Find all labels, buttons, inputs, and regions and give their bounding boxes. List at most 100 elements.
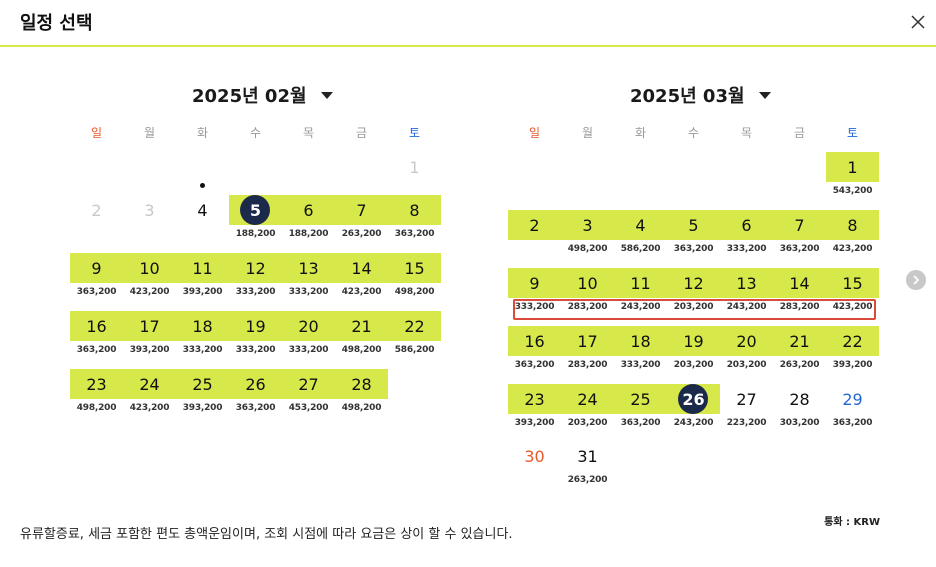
highlight-week-box <box>513 299 876 320</box>
day-number: 12 <box>245 258 266 278</box>
day-number: 28 <box>351 374 372 394</box>
day-fare: 543,200 <box>832 186 873 196</box>
calendar-day[interactable]: 6 <box>720 210 773 240</box>
month-selector-feb[interactable]: 2025년 02월 <box>192 82 333 108</box>
available-range-band <box>70 311 441 341</box>
calendar-day[interactable]: 23 <box>508 384 561 414</box>
calendar-day[interactable]: 24 <box>123 369 176 399</box>
calendar-day[interactable]: 23 <box>70 369 123 399</box>
calendar-day[interactable]: 12 <box>667 268 720 298</box>
calendar-day[interactable]: 29 <box>826 384 879 414</box>
calendar-day[interactable]: 13 <box>282 253 335 283</box>
calendar-day[interactable]: 31 <box>561 441 614 471</box>
calendar-day[interactable]: 4 <box>176 183 229 225</box>
calendar-day[interactable]: 21 <box>335 311 388 341</box>
day-fare: 363,200 <box>620 418 661 428</box>
calendar-day[interactable]: 9 <box>70 253 123 283</box>
calendar-day[interactable]: 27 <box>282 369 335 399</box>
calendar-day[interactable]: 22 <box>826 326 879 356</box>
day-fare: 243,200 <box>726 302 767 312</box>
calendar-day[interactable]: 5 <box>667 210 720 240</box>
calendar-day[interactable]: 26 <box>229 369 282 399</box>
calendar-day[interactable]: 2 <box>508 210 561 240</box>
calendar-day[interactable]: 16 <box>70 311 123 341</box>
calendar-day[interactable]: 6 <box>282 195 335 225</box>
calendar-day[interactable]: 15 <box>388 253 441 283</box>
day-number: 23 <box>86 374 107 394</box>
calendar-day[interactable]: 16 <box>508 326 561 356</box>
day-number: 8 <box>847 215 858 235</box>
next-month-button[interactable] <box>906 270 926 290</box>
caret-down-icon <box>758 91 771 99</box>
calendar-day[interactable]: 8 <box>388 195 441 225</box>
calendar-day[interactable]: 25 <box>176 369 229 399</box>
calendar-day[interactable]: 11 <box>614 268 667 298</box>
calendar-day[interactable]: 30 <box>508 441 561 471</box>
available-range-band <box>508 326 879 356</box>
day-number: 21 <box>789 331 810 351</box>
calendar-day[interactable]: 1 <box>826 152 879 182</box>
calendar-day[interactable]: 28 <box>773 384 826 414</box>
day-fare: 363,200 <box>514 360 555 370</box>
calendar-day[interactable]: 10 <box>561 268 614 298</box>
calendar-day[interactable]: 18 <box>176 311 229 341</box>
calendar-day[interactable]: 27 <box>720 384 773 414</box>
calendar-day[interactable]: 19 <box>229 311 282 341</box>
modal-header: 일정 선택 <box>0 0 936 47</box>
weekday-label: 금 <box>355 126 368 140</box>
day-number: 8 <box>409 200 420 220</box>
calendar-day[interactable]: 18 <box>614 326 667 356</box>
weekday-label: 수 <box>687 126 700 140</box>
calendar-day[interactable]: 14 <box>335 253 388 283</box>
day-number: 5 <box>249 200 262 220</box>
calendar-day[interactable]: 7 <box>773 210 826 240</box>
calendar-day[interactable]: 21 <box>773 326 826 356</box>
calendar-day[interactable]: 4 <box>614 210 667 240</box>
calendar-day[interactable]: 24 <box>561 384 614 414</box>
calendar-day[interactable]: 5 <box>229 195 282 225</box>
calendar-day[interactable]: 25 <box>614 384 667 414</box>
day-fare: 393,200 <box>129 345 170 355</box>
calendar-day[interactable]: 17 <box>123 311 176 341</box>
day-number: 6 <box>741 215 752 235</box>
calendar-day[interactable]: 7 <box>335 195 388 225</box>
calendar-day[interactable]: 19 <box>667 326 720 356</box>
weekday-label: 목 <box>740 126 753 140</box>
calendar-day[interactable]: 20 <box>720 326 773 356</box>
calendar-day[interactable]: 10 <box>123 253 176 283</box>
day-fare: 283,200 <box>567 302 608 312</box>
day-number: 3 <box>582 215 593 235</box>
calendar-day[interactable]: 11 <box>176 253 229 283</box>
calendar-day[interactable]: 15 <box>826 268 879 298</box>
calendar-day[interactable]: 13 <box>720 268 773 298</box>
calendar-day[interactable]: 3 <box>561 210 614 240</box>
weekday-label: 토 <box>846 126 859 140</box>
day-number: 17 <box>139 316 160 336</box>
day-number: 21 <box>351 316 372 336</box>
day-fare: 203,200 <box>567 418 608 428</box>
available-range-band <box>70 369 388 399</box>
calendar-day[interactable]: 9 <box>508 268 561 298</box>
calendar-day[interactable]: 17 <box>561 326 614 356</box>
calendar-day[interactable]: 12 <box>229 253 282 283</box>
calendar-day[interactable]: 8 <box>826 210 879 240</box>
calendar-day[interactable]: 22 <box>388 311 441 341</box>
day-number: 18 <box>192 316 213 336</box>
day-number: 4 <box>635 215 646 235</box>
day-fare: 243,200 <box>673 418 714 428</box>
close-icon[interactable] <box>908 12 928 32</box>
selected-day-indicator <box>678 384 708 414</box>
day-number: 23 <box>524 389 545 409</box>
modal-title: 일정 선택 <box>20 13 93 34</box>
day-fare: 453,200 <box>288 403 329 413</box>
month-selector-mar[interactable]: 2025년 03월 <box>630 82 771 108</box>
selected-day-indicator <box>240 195 270 225</box>
day-number: 7 <box>356 200 367 220</box>
calendar-day[interactable]: 14 <box>773 268 826 298</box>
calendar-day[interactable]: 26 <box>667 384 720 414</box>
calendar-day[interactable]: 20 <box>282 311 335 341</box>
calendar-day[interactable]: 28 <box>335 369 388 399</box>
day-fare: 223,200 <box>726 418 767 428</box>
day-fare: 243,200 <box>620 302 661 312</box>
day-fare: 333,200 <box>235 287 276 297</box>
